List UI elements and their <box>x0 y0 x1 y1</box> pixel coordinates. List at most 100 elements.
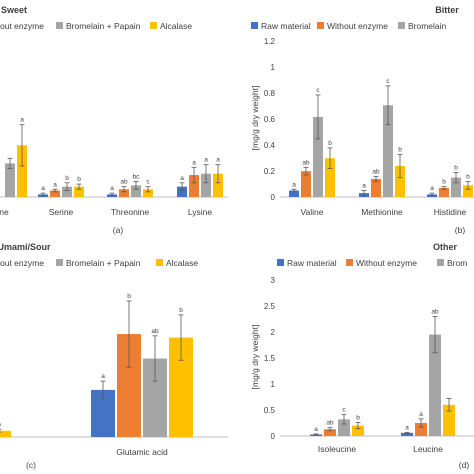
bar-without_enzyme <box>119 189 129 197</box>
legend: out enzyme Bromelain + Papain Alcalase <box>0 258 198 268</box>
bar-alcalase <box>395 166 405 197</box>
significance-label: b <box>0 421 1 428</box>
significance-label: c <box>386 78 390 85</box>
x-tick-label: Glutamic acid <box>116 447 168 457</box>
bar-raw_material <box>289 190 299 197</box>
significance-label: a <box>292 181 296 188</box>
legend-label: Without enzyme <box>327 21 388 31</box>
legend-swatch <box>398 22 405 29</box>
x-tick-label: Valine <box>301 207 324 217</box>
legend-label: Brom <box>447 258 467 268</box>
panel-label: (d) <box>459 460 470 470</box>
y-tick-label: 0.5 <box>264 406 276 415</box>
bar-without_enzyme <box>371 178 381 197</box>
significance-label: ab <box>372 168 380 175</box>
legend-label: out enzyme <box>0 258 44 268</box>
legend-label: Without enzyme <box>356 258 417 268</box>
bar-alcalase <box>213 173 223 197</box>
bar-alcalase <box>74 186 84 197</box>
significance-label: b <box>127 293 131 300</box>
significance-label: a <box>430 185 434 192</box>
bar-without_enzyme <box>189 175 199 197</box>
bar-alcalase <box>352 425 364 436</box>
significance-label: ab <box>302 159 310 166</box>
bar-raw_material <box>177 186 187 197</box>
legend-label: Raw material <box>287 258 337 268</box>
legend-label: Alcalase <box>160 21 192 31</box>
legend: out enzyme Bromelain + Papain Alcalase <box>0 21 192 31</box>
significance-label: ab <box>326 420 334 427</box>
significance-label: b <box>179 307 183 314</box>
significance-label: a <box>362 183 366 190</box>
legend: Raw material Without enzyme Bromelain <box>251 21 447 31</box>
y-tick-label: 0.2 <box>264 167 276 176</box>
plot-area: ababbb <box>0 293 228 438</box>
bar-bromelain_papain <box>338 419 350 436</box>
x-tick-label: ne <box>0 207 9 217</box>
chart-title: Sweet <box>1 5 27 15</box>
bar-without_enzyme <box>324 429 336 436</box>
significance-label: a <box>314 426 318 433</box>
y-axis: 0 0.5 1 1.5 2 2.5 3 <box>264 276 276 441</box>
legend-label: Bromelain + Papain <box>66 21 141 31</box>
significance-label: b <box>454 164 458 171</box>
legend-swatch <box>346 259 353 266</box>
bar-bromelain_papain <box>5 163 15 197</box>
y-axis: 0 0.2 0.4 0.6 0.8 1 1.2 <box>264 37 276 202</box>
significance-label: a <box>180 175 184 182</box>
bar-without_enzyme <box>415 423 427 436</box>
legend-swatch <box>56 22 63 29</box>
bar-without_enzyme <box>50 190 60 197</box>
y-axis-label: [mg/g dry weight] <box>250 325 260 390</box>
legend-label: out enzyme <box>0 21 44 31</box>
bar-alcalase <box>17 145 27 197</box>
bar-raw_material <box>401 432 413 436</box>
legend-swatch <box>156 259 163 266</box>
x-tick-label: Histidine <box>434 207 467 217</box>
significance-label: b <box>442 179 446 186</box>
bar-without_enzyme <box>301 171 311 197</box>
plot-area: a a a ab ab b c c b b b b <box>280 78 474 198</box>
legend-swatch <box>437 259 444 266</box>
bar-bromelain_papain <box>383 105 393 197</box>
chart-title: Umami/Sour <box>0 242 51 252</box>
panel-bitter: Bitter Raw material Without enzyme Brome… <box>250 5 474 235</box>
significance-label: b <box>466 174 470 181</box>
x-tick-label: Lysine <box>188 207 213 217</box>
significance-label: b <box>328 140 332 147</box>
significance-label: b <box>398 146 402 153</box>
bar-bromelain_papain <box>201 173 211 197</box>
panel-other: Other Raw material Without enzyme Brom [… <box>250 242 474 470</box>
y-tick-label: 2.5 <box>264 302 276 311</box>
bar-bromelain_papain <box>429 334 441 436</box>
significance-label: ab <box>120 179 128 186</box>
y-tick-label: 3 <box>271 276 276 285</box>
bar-alcalase <box>325 158 335 197</box>
panel-label: (a) <box>113 225 124 235</box>
x-tick-label: Serine <box>49 207 74 217</box>
bar-alcalase <box>143 189 153 197</box>
panel-label: (c) <box>26 460 36 470</box>
significance-label: ab <box>151 328 159 335</box>
panel-label: (b) <box>455 225 466 235</box>
legend-swatch <box>150 22 157 29</box>
legend-label: Raw material <box>261 21 311 31</box>
chart-title: Bitter <box>435 5 459 15</box>
significance-label: a <box>192 159 196 166</box>
y-tick-label: 1 <box>271 380 276 389</box>
chart-title: Other <box>433 242 458 252</box>
y-tick-label: 0.8 <box>264 89 276 98</box>
panel-sweet: Sweet out enzyme Bromelain + Papain Alca… <box>0 5 228 235</box>
x-tick-label: Isoleucine <box>318 444 357 454</box>
significance-label: a <box>53 181 57 188</box>
legend-label: Bromelain + Papain <box>66 258 141 268</box>
bar-bromelain_papain <box>62 186 72 197</box>
x-tick-label: Methionine <box>361 207 403 217</box>
legend-swatch <box>317 22 324 29</box>
significance-label: a <box>41 185 45 192</box>
bar-alcalase <box>0 430 11 437</box>
bar-alcalase <box>443 404 455 436</box>
y-tick-label: 2 <box>271 328 276 337</box>
